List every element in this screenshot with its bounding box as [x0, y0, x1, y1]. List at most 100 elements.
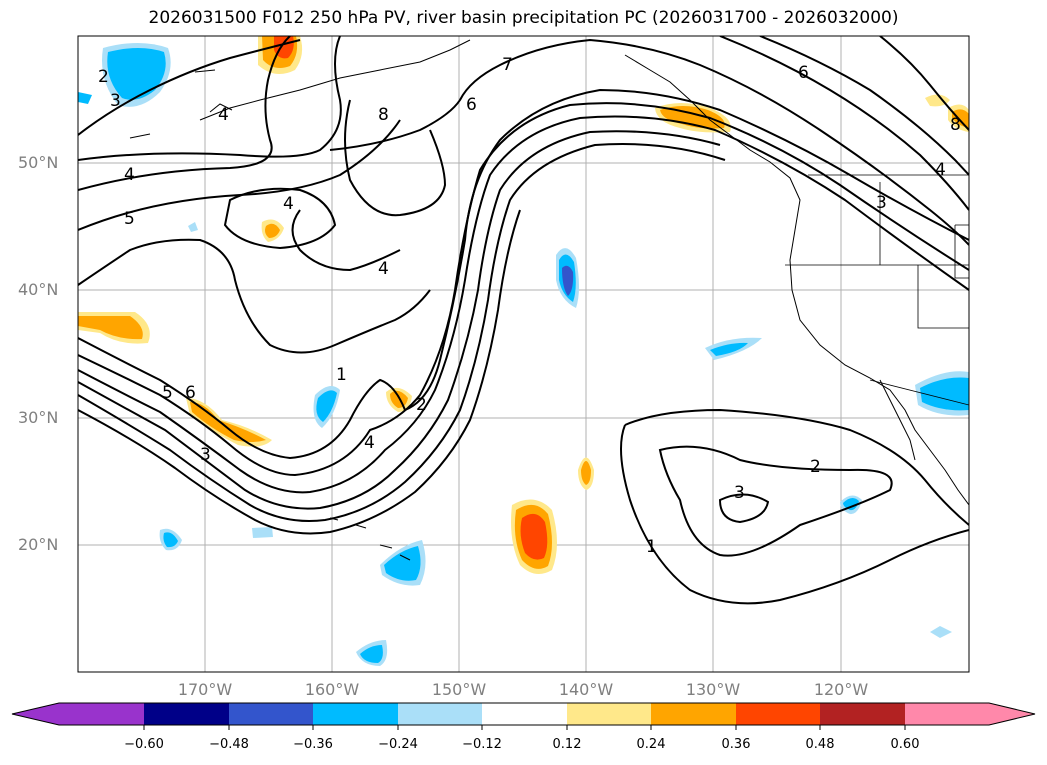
aleutian-islands	[97, 69, 233, 159]
colorbar-extend-high	[989, 703, 1035, 725]
contour-label: 5	[162, 383, 173, 403]
lat-label-30n: 30°N	[18, 408, 59, 427]
pv-contour-2	[78, 102, 969, 477]
colorbar-segment	[229, 703, 313, 725]
colorbar-tick-label: −0.36	[293, 737, 333, 752]
lat-label-50n: 50°N	[18, 153, 59, 172]
contour-label: 6	[466, 95, 477, 115]
precip-patches	[78, 36, 969, 666]
pv-contour-6b	[719, 36, 969, 211]
colorbar-tick-label: 0.36	[721, 737, 751, 752]
precip-patch	[252, 527, 273, 538]
colorbar-segment	[567, 703, 651, 725]
precip-patch	[925, 94, 950, 107]
colorbar-tick-label: 0.60	[890, 737, 920, 752]
colorbar-tick-label: 0.48	[805, 737, 835, 752]
contour-label: 3	[876, 193, 887, 213]
pv-contour-8	[329, 38, 969, 246]
precip-patch	[190, 402, 266, 442]
pv-contour-3	[78, 36, 342, 161]
colorbar-tick-label: −0.48	[209, 737, 249, 752]
map-frame	[77, 35, 970, 673]
pv-contour-1b	[624, 408, 969, 526]
colorbar-tick-label: −0.12	[462, 737, 502, 752]
precip-patch	[660, 106, 725, 129]
colorbar-segment	[144, 703, 229, 725]
pv-contour-3b	[718, 493, 770, 524]
boundaries	[785, 174, 969, 406]
contour-label: 4	[218, 105, 229, 125]
colorbar-outline	[11, 702, 1036, 726]
contour-label: 5	[124, 209, 135, 229]
contour-label: 3	[110, 91, 121, 111]
pv-contour-1c	[620, 424, 969, 605]
colorbar-segment	[313, 703, 398, 725]
contour-labels: 2 3 4 5 3 5 6 4 8 7 6 6 4 4 1 2 4 3 1 2 …	[98, 55, 961, 557]
lon-label-130w: 130°W	[685, 680, 741, 699]
colorbar-segment	[736, 703, 820, 725]
contour-label: 6	[185, 383, 196, 403]
precip-patch	[710, 342, 748, 356]
contour-label: 8	[378, 105, 389, 125]
pv-contours	[78, 36, 969, 605]
colorbar-segment	[398, 703, 482, 725]
pv-contour-2	[78, 39, 301, 136]
colorbar-tick-label: −0.24	[378, 737, 418, 752]
colorbar-segment	[59, 703, 144, 725]
colorbar-ticks	[143, 725, 906, 730]
contour-label: 1	[646, 537, 657, 557]
precip-patch	[265, 223, 280, 238]
pv-contour-4c	[223, 187, 337, 250]
precip-patch	[107, 48, 166, 100]
colorbar-tick-label: 0.12	[552, 737, 582, 752]
precip-patch	[163, 532, 178, 548]
lon-label-120w: 120°W	[813, 680, 869, 699]
pv-contour-3	[78, 115, 969, 494]
precip-patch	[843, 497, 859, 511]
pv-contour-5	[78, 119, 401, 231]
colorbar-segment	[820, 703, 905, 725]
precip-patch	[562, 265, 574, 296]
contour-label: 4	[283, 194, 294, 214]
state-border	[917, 265, 969, 329]
precip-patch	[188, 222, 198, 232]
pv-contour-8b	[879, 36, 969, 131]
pv-contour-6	[78, 209, 521, 535]
colorbar-extend-low	[12, 703, 59, 725]
contour-label: 3	[734, 483, 745, 503]
hawaii-islands	[329, 517, 411, 561]
pv-contour-8b	[344, 99, 447, 217]
map-title: 2026031500 F012 250 hPa PV, river basin …	[148, 8, 899, 28]
colorbar-segment	[651, 703, 736, 725]
pv-contour-4b	[291, 209, 401, 272]
pv-contour-4	[78, 130, 721, 510]
contour-label: 2	[810, 457, 821, 477]
colorbar-segment	[482, 703, 567, 725]
precip-patch	[581, 461, 591, 485]
lon-label-170w: 170°W	[177, 680, 233, 699]
precip-patch	[930, 626, 952, 638]
contour-label: 4	[935, 160, 946, 180]
pv-contour-5	[78, 143, 726, 522]
pv-contour-4	[78, 238, 431, 354]
contour-label: 7	[502, 55, 513, 75]
contour-label: 1	[336, 365, 347, 385]
lon-label-150w: 150°W	[431, 680, 487, 699]
precip-patch	[384, 546, 421, 581]
colorbar-tick-label: 0.24	[636, 737, 666, 752]
precip-patch	[78, 316, 143, 340]
lon-label-140w: 140°W	[558, 680, 614, 699]
precip-patch	[316, 390, 337, 422]
contour-label: 4	[378, 259, 389, 279]
state-border	[954, 224, 969, 279]
contour-label: 6	[798, 63, 809, 83]
lon-label-160w: 160°W	[304, 680, 360, 699]
precip-patch	[78, 92, 92, 104]
colorbar-tick-label: −0.60	[124, 737, 164, 752]
pv-contour-7b	[759, 36, 969, 176]
contour-label: 4	[364, 433, 375, 453]
colorbar-segment	[905, 703, 989, 725]
lat-label-20n: 20°N	[18, 535, 59, 554]
